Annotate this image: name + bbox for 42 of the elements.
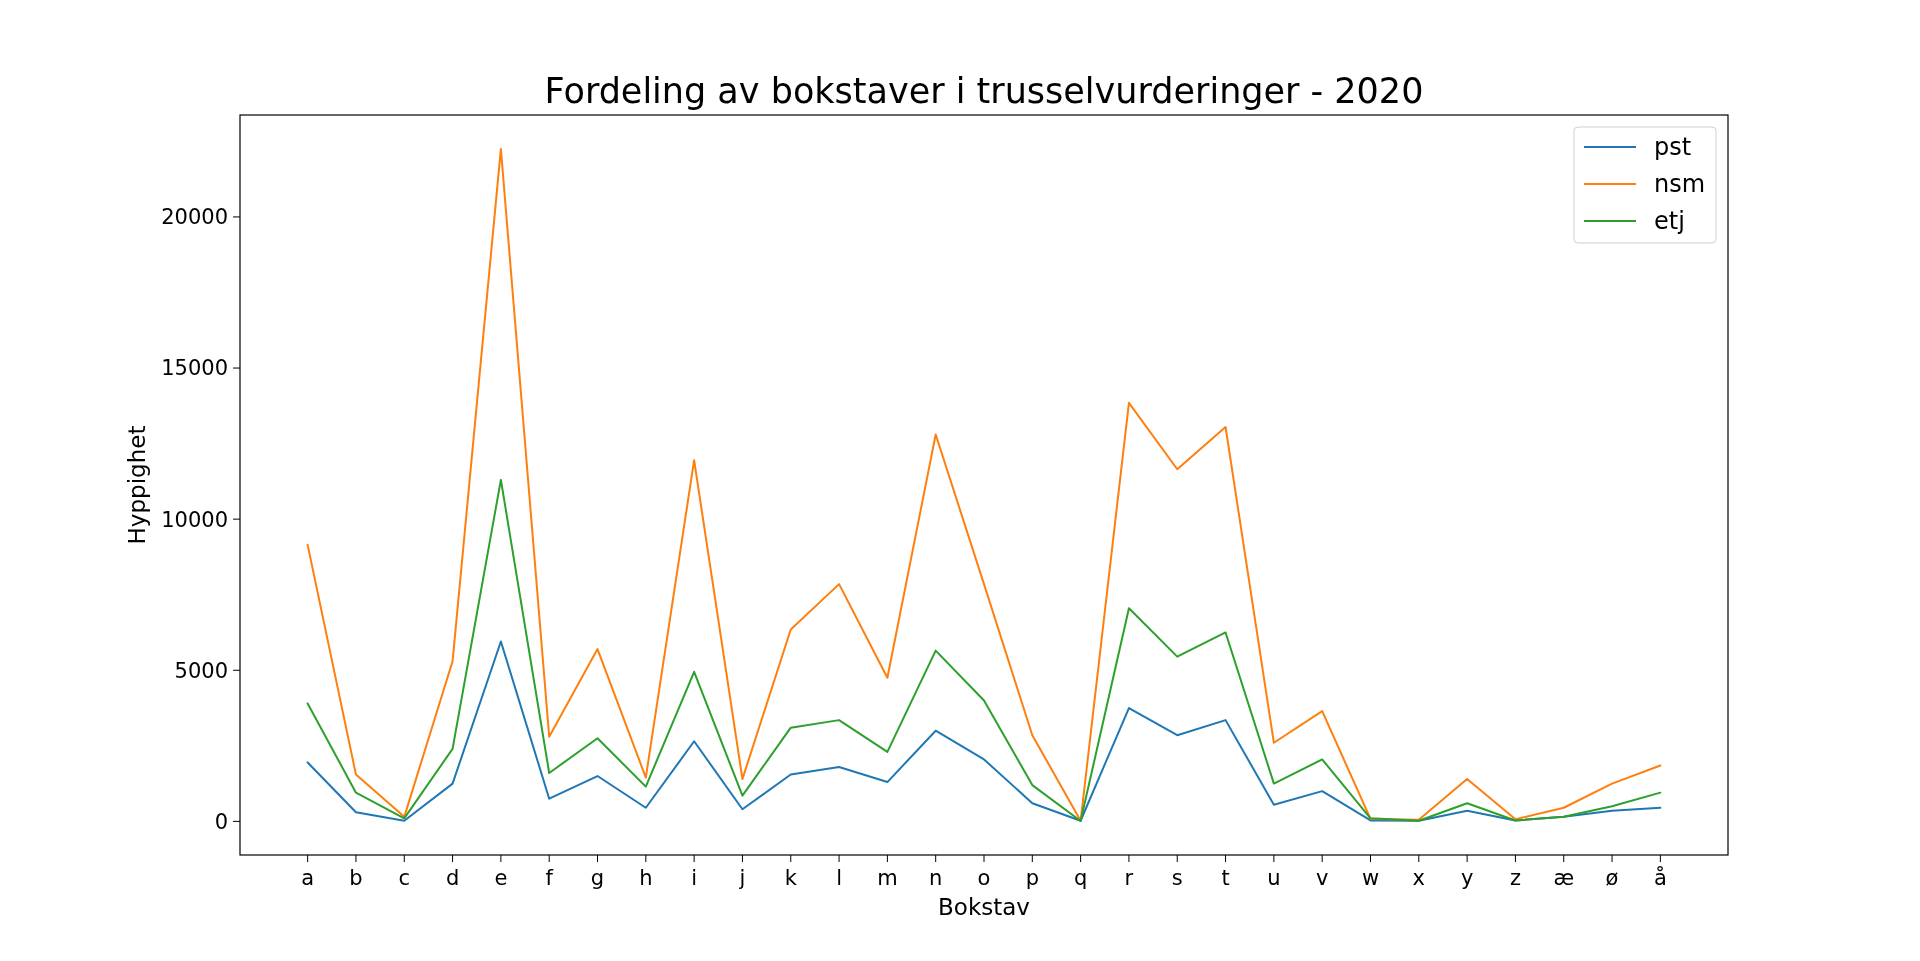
x-tick-label: a	[301, 866, 315, 890]
x-tick-label: h	[639, 866, 653, 890]
y-tick-label: 0	[214, 809, 228, 834]
x-tick-label: o	[977, 866, 991, 890]
legend-label: nsm	[1654, 170, 1706, 199]
x-tick-label: u	[1267, 866, 1281, 890]
y-axis-title: Hyppighet	[124, 425, 150, 545]
x-tick-label: c	[398, 866, 411, 890]
x-tick-label: n	[929, 866, 943, 890]
x-tick-label: b	[349, 866, 363, 890]
y-tick-label: 5000	[174, 658, 228, 683]
x-tick-label: q	[1073, 866, 1088, 890]
x-tick-label: x	[1412, 866, 1426, 890]
x-tick-label: s	[1171, 866, 1183, 890]
line-series	[306, 640, 1662, 822]
x-tick-label: j	[738, 866, 746, 890]
chart-title: Fordeling av bokstaver i trusselvurderinger - 2020	[544, 71, 1424, 111]
x-tick-label: å	[1653, 865, 1667, 890]
x-tick-label: v	[1315, 866, 1329, 890]
x-tick-label: z	[1509, 866, 1521, 890]
x-tick-label: g	[590, 866, 605, 890]
x-tick-label: w	[1361, 866, 1380, 890]
x-tick-label: r	[1124, 866, 1134, 890]
x-tick-label: p	[1025, 866, 1039, 890]
x-tick-label: t	[1221, 866, 1230, 890]
legend-label: etj	[1654, 207, 1685, 236]
x-axis-title: Bokstav	[938, 894, 1030, 920]
y-tick-label: 20000	[161, 205, 228, 230]
x-tick-label: ø	[1605, 866, 1619, 890]
x-tick-label: k	[784, 866, 798, 890]
x-tick-label: d	[445, 866, 460, 890]
x-tick-label: y	[1460, 866, 1474, 890]
y-tick-label: 10000	[161, 507, 228, 532]
legend-label: pst	[1654, 133, 1692, 162]
line-series	[306, 478, 1662, 823]
y-tick-label: 15000	[161, 356, 228, 381]
x-tick-label: æ	[1553, 866, 1575, 890]
x-tick-label: f	[545, 866, 554, 890]
x-tick-label: e	[494, 866, 508, 890]
x-tick-label: i	[691, 866, 698, 890]
x-tick-label: m	[877, 866, 898, 890]
x-tick-label: l	[836, 866, 842, 890]
